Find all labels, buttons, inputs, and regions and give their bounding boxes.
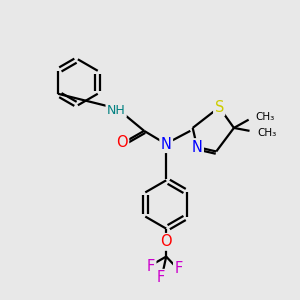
Text: S: S: [214, 100, 224, 115]
Text: NH: NH: [107, 104, 125, 117]
Text: F: F: [174, 262, 183, 277]
Text: CH₃: CH₃: [255, 112, 274, 122]
Text: N: N: [192, 140, 203, 154]
Text: F: F: [157, 270, 165, 285]
Text: F: F: [147, 259, 155, 274]
Text: O: O: [116, 135, 128, 150]
Text: O: O: [160, 234, 172, 249]
Text: N: N: [161, 136, 172, 152]
Text: CH₃: CH₃: [257, 128, 276, 138]
